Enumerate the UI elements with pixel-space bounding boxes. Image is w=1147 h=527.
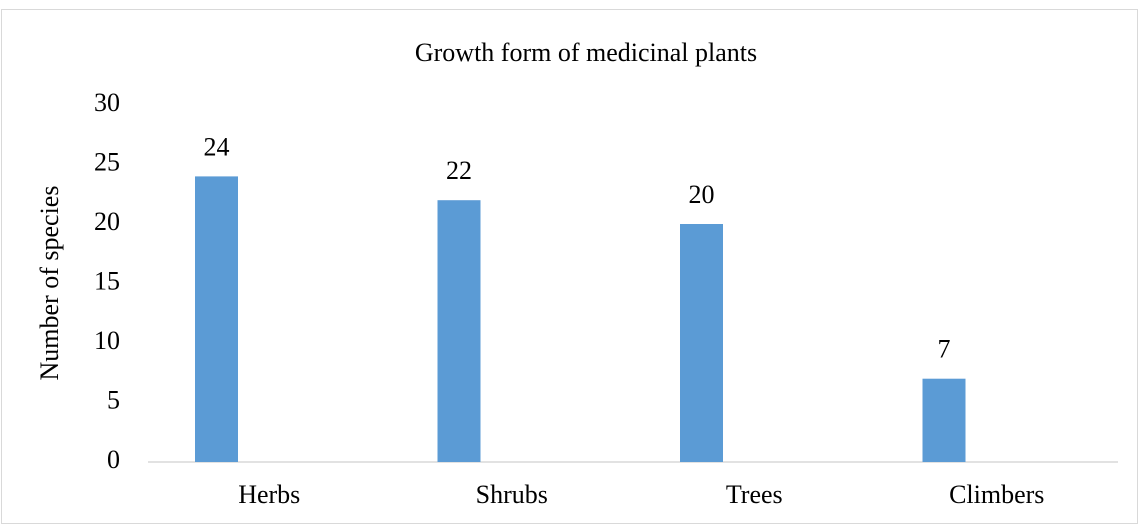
y-axis-label: Number of species: [35, 186, 64, 381]
data-label: 22: [446, 156, 472, 185]
chart-border: [1, 9, 1138, 524]
y-tick-label: 25: [94, 147, 120, 176]
y-tick-label: 10: [94, 326, 120, 355]
bar: [922, 378, 966, 462]
y-tick-label: 30: [94, 88, 120, 117]
y-tick-label: 0: [107, 445, 120, 474]
bar: [437, 200, 481, 462]
x-tick-label: Shrubs: [476, 480, 548, 509]
chart-title: Growth form of medicinal plants: [415, 38, 757, 67]
data-label: 24: [204, 132, 230, 161]
data-label: 7: [938, 335, 951, 364]
x-tick-label: Herbs: [238, 480, 300, 509]
y-tick-label: 5: [107, 385, 120, 414]
y-tick-label: 15: [94, 266, 120, 295]
bar: [680, 224, 723, 462]
x-tick-label: Trees: [726, 480, 783, 509]
bar: [195, 176, 238, 462]
x-tick-label: Climbers: [949, 480, 1044, 509]
data-label: 20: [689, 180, 715, 209]
y-tick-label: 20: [94, 207, 120, 236]
